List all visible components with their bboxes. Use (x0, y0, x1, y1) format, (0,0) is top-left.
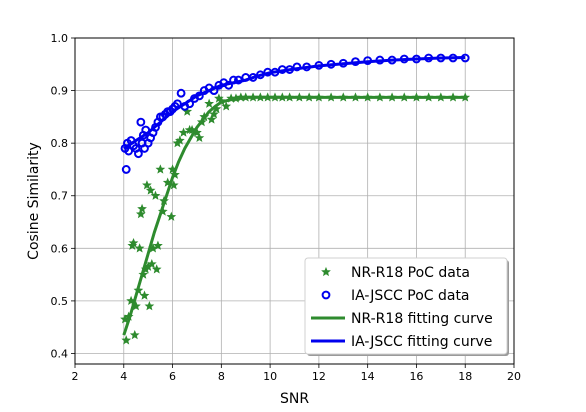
legend-label: NR-R18 fitting curve (351, 311, 493, 327)
x-tick-label: 20 (507, 370, 521, 383)
nr-r18-poc-data-point (139, 290, 150, 300)
x-tick-label: 14 (361, 370, 375, 383)
y-tick-label: 1.0 (51, 32, 69, 45)
x-tick-label: 16 (409, 370, 423, 383)
nr-r18-poc-data-point (150, 190, 161, 200)
ia-jscc-fitting-curve (122, 56, 466, 150)
nr-r18-poc-data-point (129, 329, 140, 340)
ia-jscc-poc-data-point (121, 165, 131, 174)
nr-r18-poc-data-point (194, 132, 205, 143)
y-tick-label: 0.7 (51, 190, 69, 203)
nr-r18-fitting-curve (122, 95, 466, 336)
plot-frame (74, 37, 515, 365)
y-tick-label: 0.9 (51, 85, 69, 98)
ia-jscc-poc-data-point (124, 146, 134, 156)
x-tick-label: 12 (312, 370, 326, 383)
x-tick-label: 6 (169, 370, 176, 383)
x-axis-label: SNR (280, 391, 309, 407)
nr-r18-poc-data-point (146, 258, 157, 269)
x-tick-label: 18 (458, 370, 472, 383)
axis-ticks: 2 4 6 8 10 12 14 16 18 20 0.4 0.5 0.6 0.7 0.8 0.9 1.0 (51, 32, 522, 383)
x-tick-label: 4 (120, 370, 127, 383)
nr-r18-poc-data-point (206, 114, 217, 124)
nr-r18-poc-data-point (134, 243, 145, 253)
y-tick-label: 0.5 (51, 295, 69, 308)
legend-label: IA-JSCC PoC data (351, 288, 470, 304)
nr-r18-poc-data-point (178, 127, 189, 137)
legend-label: IA-JSCC fitting curve (351, 334, 492, 350)
legend-box (304, 257, 508, 355)
ia-jscc-poc-data-point (136, 117, 146, 127)
nr-r18-poc-data-point (153, 240, 163, 250)
y-tick-label: 0.4 (51, 347, 69, 360)
nr-r18-poc-data-point (128, 237, 139, 248)
nr-r18-poc-data-point (221, 101, 232, 111)
nr-r18-poc-data-point (204, 98, 214, 108)
nr-r18-poc-data-point (137, 203, 147, 214)
y-axis-label: Cosine Similarity (26, 142, 42, 260)
nr-r18-poc-data-point (121, 335, 132, 345)
x-tick-label: 2 (72, 370, 79, 383)
legend-swatch-nr-r18-poc-data (321, 266, 331, 277)
ia-jscc-poc-data-point (176, 88, 186, 98)
plot-data (120, 53, 471, 345)
nr-r18-poc-data-point (209, 109, 219, 119)
nr-r18-poc-data-point (175, 135, 185, 145)
legend: NR-R18 PoC data IA-JSCC PoC data NR-R18 fi… (304, 257, 509, 356)
x-tick-label: 8 (218, 370, 225, 383)
nr-r18-poc-data-point (135, 209, 146, 219)
nr-r18-poc-data-point (155, 164, 166, 174)
x-tick-label: 10 (263, 370, 277, 383)
nr-r18-poc-data-point (151, 264, 162, 274)
nr-r18-poc-data-point (144, 301, 155, 311)
y-tick-label: 0.6 (51, 242, 69, 255)
ia-jscc-poc-data-point (134, 149, 143, 159)
legend-label: NR-R18 PoC data (351, 265, 470, 281)
y-tick-label: 0.8 (51, 137, 69, 150)
legend-swatch-ia-jscc-poc-data (321, 290, 331, 300)
nr-r18-poc-data-point (142, 180, 152, 190)
nr-r18-poc-data-point (145, 185, 156, 195)
nr-r18-poc-data-point (166, 211, 177, 221)
